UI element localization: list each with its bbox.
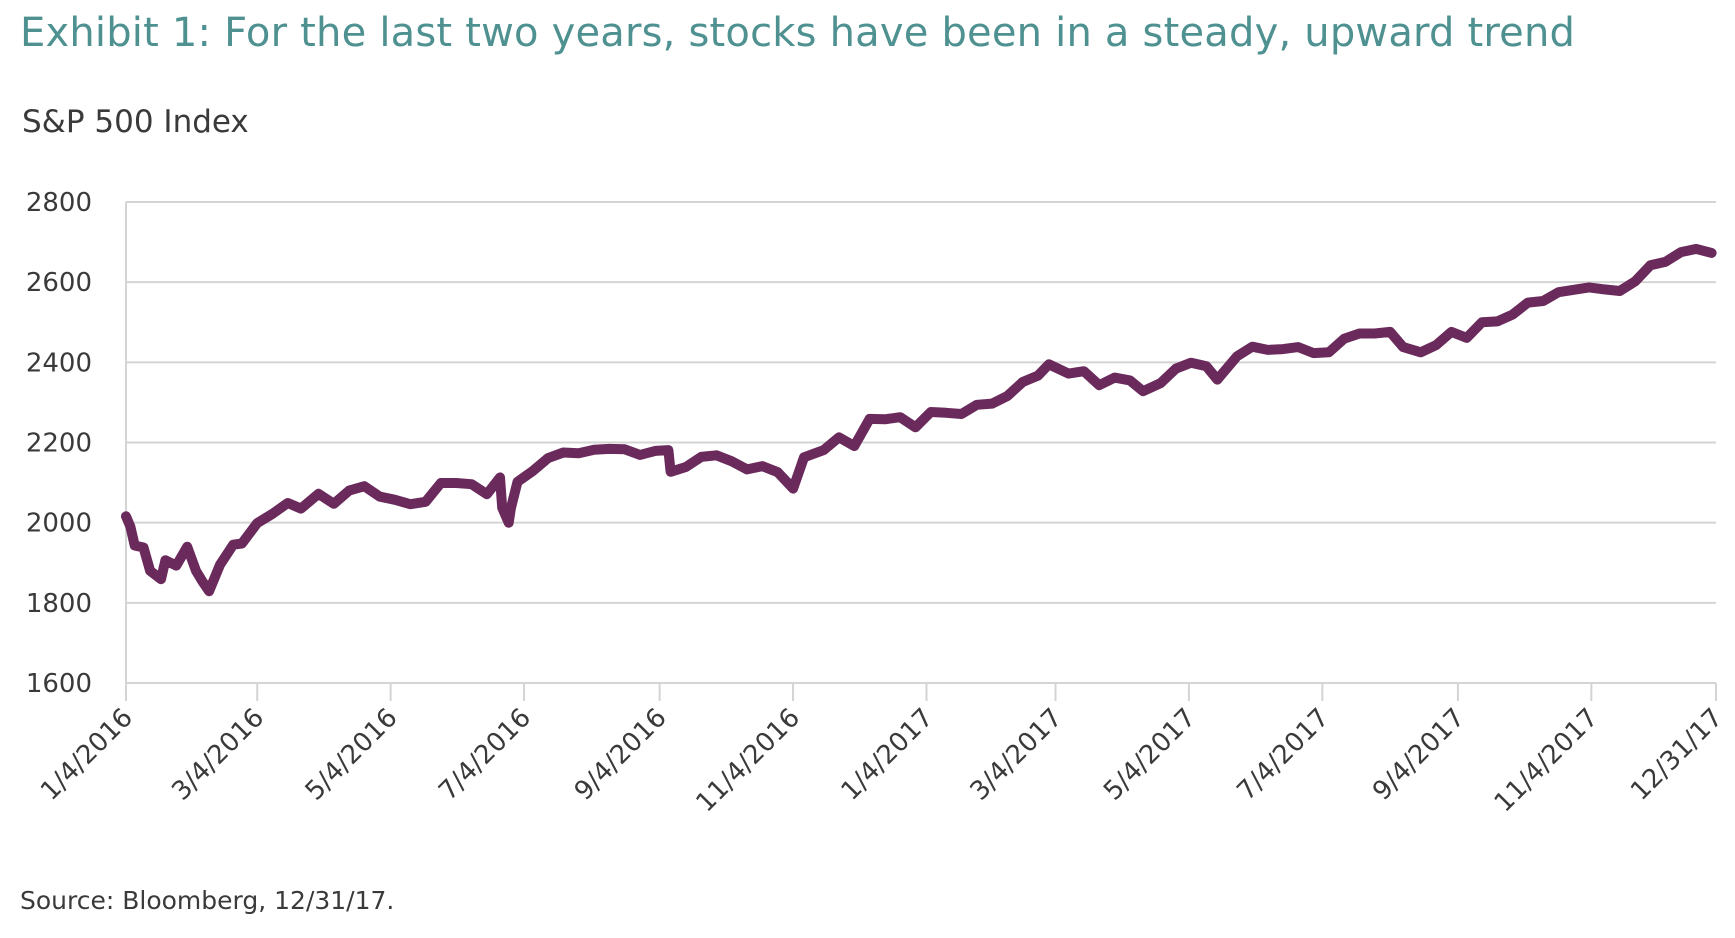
y-axis-tick-labels: 1600 1800 2000 2200 2400 2600 2800 [26,188,92,699]
x-axis [125,202,1717,701]
x-axis-tick-labels: 1/4/2016 3/4/2016 5/4/2016 7/4/2016 9/4/2016… [35,703,1729,818]
x-tick-label: 7/4/2016 [433,703,537,807]
source-note: Source: Bloomberg, 12/31/17. [20,886,395,915]
x-tick-label: 9/4/2016 [569,703,673,807]
chart-subtitle: S&P 500 Index [22,104,249,140]
series-line [121,243,1717,597]
y-tick-label: 2600 [26,268,92,298]
x-tick-label: 7/4/2017 [1231,703,1335,807]
x-tick-label: 1/4/2017 [836,703,940,807]
x-tick-label: 5/4/2016 [300,703,404,807]
y-tick-label: 2200 [26,429,92,459]
series-layer [121,243,1717,597]
chart-title: Exhibit 1: For the last two years, stock… [20,10,1576,56]
y-tick-label: 2800 [26,188,92,218]
x-tick-label: 1/4/2016 [35,703,139,807]
x-tick-label: 3/4/2016 [166,703,270,807]
gridlines [126,201,1716,684]
y-tick-label: 1800 [26,589,92,619]
x-tick-label: 11/4/2016 [691,703,806,818]
y-tick-label: 1600 [26,669,92,699]
x-tick-label: 9/4/2017 [1367,703,1471,807]
x-tick-label: 3/4/2017 [965,703,1069,807]
y-tick-label: 2000 [26,509,92,539]
x-tick-label: 12/31/17 [1625,703,1729,807]
y-tick-label: 2400 [26,348,92,378]
x-tick-label: 11/4/2017 [1489,703,1604,818]
x-tick-label: 5/4/2017 [1098,703,1202,807]
